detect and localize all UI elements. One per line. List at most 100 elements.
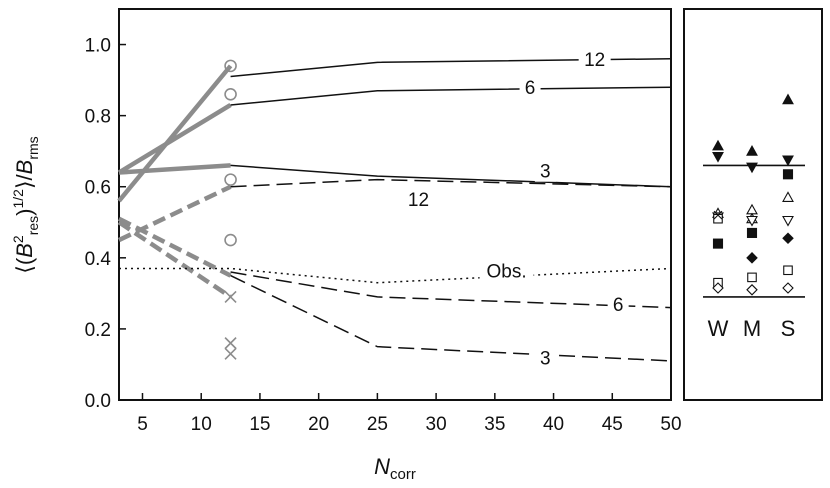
side-markers-group [712, 93, 794, 296]
side-marker-filled-square [712, 238, 724, 249]
curve-label: 6 [613, 295, 624, 316]
x-tick-label: 30 [426, 414, 447, 435]
side-marker-filled-diamond [782, 232, 794, 245]
grey-circle-marker [224, 233, 237, 247]
x-axis-title-sub: corr [390, 466, 416, 483]
grey-cross-marker [224, 347, 237, 360]
grey-lines-group [117, 64, 233, 299]
curve-label-bg [578, 47, 611, 70]
y-axis-ticks: 0.0 0.2 0.4 0.6 0.8 1.0 [85, 36, 126, 412]
series-line-dotted-Obs [119, 267, 672, 284]
curve-label-bg [534, 346, 556, 369]
y-tick-label: 0.0 [85, 391, 111, 412]
side-marker-filled-triangle-up [712, 139, 724, 151]
y-axis-title-slash: ⟩/ [12, 173, 37, 189]
series-line-solid-3 [230, 164, 672, 188]
curve-label: 3 [540, 348, 551, 369]
side-marker-filled-square [746, 227, 758, 238]
side-marker-filled-triangle-up [746, 145, 758, 156]
series-group [119, 58, 672, 362]
y-axis-title-half: 1/2 [10, 189, 26, 209]
x-tick-label: 45 [602, 414, 623, 435]
y-tick-label: 0.2 [85, 320, 111, 341]
x-axis-title: Ncorr [374, 454, 416, 483]
y-axis-title-sq: 2 [10, 235, 26, 243]
grey-circle-marker [224, 173, 237, 186]
side-marker-open-diamond [712, 282, 724, 294]
grey-line [118, 163, 231, 175]
curve-label: 12 [584, 50, 605, 71]
x-tick-label: 35 [484, 414, 505, 435]
y-axis-title: ⟨(B2res)1/2⟩/Brms [10, 136, 41, 273]
x-axis-title-main: N [374, 454, 390, 479]
side-category-label: S [781, 316, 796, 341]
x-tick-label: 25 [367, 414, 388, 435]
x-axis-ticks: 5 10 15 20 25 30 35 40 45 50 [137, 393, 682, 435]
side-marker-open-triangle-down [782, 215, 794, 227]
grey-line [117, 220, 232, 299]
y-axis-title-b2: B [12, 160, 37, 175]
grey-line [117, 216, 232, 278]
grey-markers-group [224, 59, 237, 360]
y-tick-label: 0.8 [85, 107, 111, 128]
series-line-solid-6 [230, 86, 672, 106]
side-marker-open-square [783, 265, 793, 276]
grey-cross-marker [224, 337, 237, 350]
curve-label: 3 [540, 162, 551, 183]
y-axis-title-b1: B [12, 243, 37, 258]
side-marker-filled-square [782, 169, 794, 180]
curve-label-bg [519, 76, 541, 99]
y-axis-title-open: ⟨( [12, 257, 37, 274]
series-line-dashed-3 [230, 274, 672, 362]
side-category-label: W [708, 316, 729, 341]
y-axis-title-rms: rms [25, 136, 41, 159]
x-tick-label: 5 [137, 414, 148, 435]
grey-line [118, 184, 232, 243]
main-plot-frame [118, 8, 672, 401]
side-plot-frame [683, 8, 823, 401]
side-marker-filled-triangle-down [712, 151, 724, 163]
series-line-solid-12 [230, 58, 672, 78]
curve-label: 12 [408, 190, 429, 211]
curve-label-bg [534, 159, 556, 182]
side-marker-open-diamond [746, 284, 758, 296]
y-axis-title-res: res [25, 216, 41, 235]
x-tick-label: 10 [191, 414, 212, 435]
curve-label: 6 [525, 78, 536, 99]
grey-line [117, 64, 233, 203]
series-line-dashed-6 [230, 271, 672, 309]
x-tick-label: 50 [660, 414, 681, 435]
series-line-dashed-12 [230, 178, 672, 188]
side-marker-open-diamond [782, 282, 794, 294]
side-marker-cross [713, 210, 723, 220]
side-marker-filled-triangle-up [782, 93, 794, 105]
y-tick-label: 0.4 [85, 249, 112, 270]
y-tick-label: 1.0 [85, 36, 111, 57]
side-marker-open-triangle-down [746, 215, 758, 227]
x-tick-label: 40 [543, 414, 564, 435]
side-marker-open-square [747, 272, 757, 283]
side-marker-open-triangle-up [782, 191, 794, 202]
side-marker-filled-triangle-down [782, 155, 794, 167]
side-marker-filled-triangle-down [746, 162, 758, 174]
y-tick-label: 0.6 [85, 178, 111, 199]
curve-labels-group: 12 6 3 12 6 3 Obs. [402, 47, 629, 369]
grey-circle-marker [224, 88, 237, 101]
side-marker-filled-diamond [746, 252, 758, 264]
x-tick-label: 20 [308, 414, 329, 435]
grey-circle-marker [224, 59, 237, 73]
side-category-label: M [743, 316, 761, 341]
x-tick-label: 15 [249, 414, 270, 435]
curve-label-bg [402, 188, 435, 211]
y-axis-title-close: ) [12, 209, 37, 216]
curve-label-bg [479, 259, 534, 282]
curve-label-bg [607, 293, 629, 316]
side-marker-open-triangle-up [746, 203, 758, 215]
curve-label: Obs. [487, 261, 527, 282]
grey-cross-marker [224, 290, 237, 303]
grey-line [117, 103, 232, 175]
